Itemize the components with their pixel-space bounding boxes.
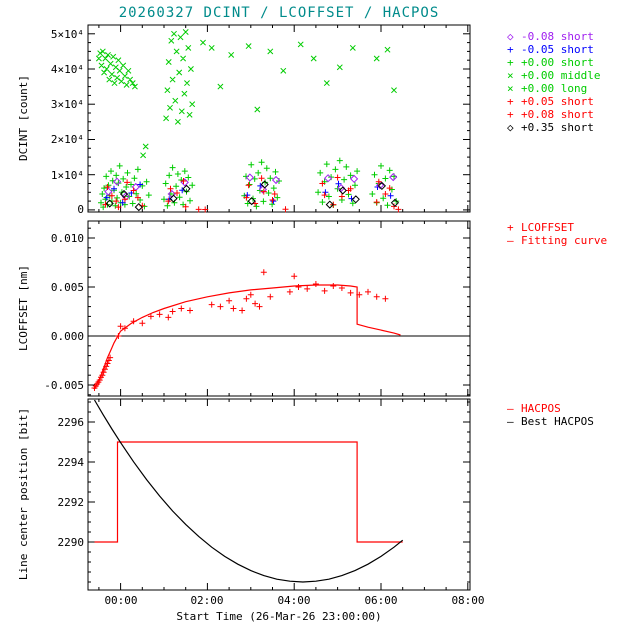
x-axis-label: Start Time (26-Mar-26 23:00:00) bbox=[176, 610, 381, 623]
legend1-label-4: +0.00 long bbox=[521, 82, 587, 95]
series-best-hacpos bbox=[93, 399, 404, 583]
legend1-label-7: +0.35 short bbox=[521, 121, 594, 134]
dcint-ytick-5: 5×10⁴ bbox=[51, 28, 84, 41]
series--0-08-short bbox=[104, 174, 393, 205]
hacpos-ytick-1: 2292 bbox=[58, 496, 85, 509]
lcoffset-ytick-0: -0.005 bbox=[44, 379, 84, 392]
legend2-symbol-0: + bbox=[507, 221, 514, 234]
series--0-00-middle bbox=[95, 29, 196, 159]
legend1-symbol-7: ◇ bbox=[507, 121, 514, 134]
legend1-symbol-3: × bbox=[507, 69, 514, 82]
legend1-label-5: +0.05 short bbox=[521, 95, 594, 108]
xtick-0800: 08:00 bbox=[451, 594, 484, 607]
legend1-label-6: +0.08 short bbox=[521, 108, 594, 121]
dcint-ytick-1: 1×10⁴ bbox=[51, 169, 84, 182]
series-hacpos bbox=[94, 441, 403, 543]
xtick-0200: 02:00 bbox=[190, 594, 223, 607]
xtick-0600: 06:00 bbox=[364, 594, 397, 607]
hacpos-ytick-0: 2290 bbox=[58, 536, 85, 549]
dcint-ytick-2: 2×10⁴ bbox=[51, 133, 84, 146]
legend3-label-0: HACPOS bbox=[521, 402, 561, 415]
lcoffset-axis-label: LCOFFSET [nm] bbox=[17, 265, 30, 351]
dcint-ytick-0: 0 bbox=[77, 203, 84, 216]
legend1-symbol-5: + bbox=[507, 95, 514, 108]
legend1-symbol-4: × bbox=[507, 82, 514, 95]
panel-dcint bbox=[87, 24, 471, 213]
dcint-axis-label: DCINT [count] bbox=[17, 75, 30, 161]
series--0-05-short bbox=[102, 185, 402, 213]
plot-layer bbox=[87, 24, 471, 591]
series--0-00-long bbox=[200, 39, 397, 113]
series-fitting-curve bbox=[93, 284, 401, 390]
xtick-0000: 00:00 bbox=[104, 594, 137, 607]
line-center-axis-label: Line center position [bit] bbox=[17, 408, 30, 580]
legend2-label-1: Fitting curve bbox=[521, 234, 607, 247]
legend2-label-0: LCOFFSET bbox=[521, 221, 574, 234]
legend2-symbol-1: — bbox=[507, 234, 514, 247]
legend1-label-0: -0.08 short bbox=[521, 30, 594, 43]
legend1-symbol-1: + bbox=[507, 43, 514, 56]
series--0-05-short bbox=[103, 180, 394, 206]
lcoffset-ytick-3: 0.010 bbox=[51, 232, 84, 245]
chart-title: 20260327 DCINT / LCOFFSET / HACPOS bbox=[119, 5, 440, 21]
legend1-symbol-2: + bbox=[507, 56, 514, 69]
legend1-label-3: +0.00 middle bbox=[521, 69, 600, 82]
legend1-label-1: -0.05 short bbox=[521, 43, 594, 56]
legend3-label-1: Best HACPOS bbox=[521, 415, 594, 428]
panel-hacpos bbox=[87, 398, 471, 591]
legend3-symbol-0: — bbox=[507, 402, 514, 415]
lcoffset-ytick-2: 0.005 bbox=[51, 281, 84, 294]
xtick-0400: 04:00 bbox=[277, 594, 310, 607]
legend3-symbol-1: — bbox=[507, 415, 514, 428]
legend1-label-2: +0.00 short bbox=[521, 56, 594, 69]
dcint-ytick-4: 4×10⁴ bbox=[51, 63, 84, 76]
lcoffset-ytick-1: 0.000 bbox=[51, 330, 84, 343]
series-lcoffset bbox=[91, 269, 389, 391]
series--0-35-short bbox=[105, 180, 400, 212]
panel-lcoffset bbox=[87, 220, 471, 397]
dcint-ytick-3: 3×10⁴ bbox=[51, 98, 84, 111]
legend1-symbol-0: ◇ bbox=[507, 30, 514, 43]
hacpos-ytick-3: 2296 bbox=[58, 416, 85, 429]
legend1-symbol-6: + bbox=[507, 108, 514, 121]
hacpos-ytick-2: 2294 bbox=[58, 456, 85, 469]
